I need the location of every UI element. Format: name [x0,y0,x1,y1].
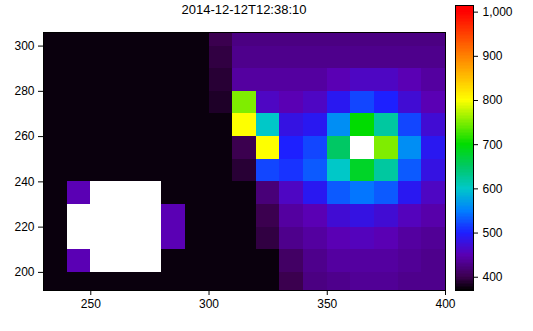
svg-text:250: 250 [81,297,101,311]
svg-text:260: 260 [14,129,34,143]
svg-text:1,000: 1,000 [483,5,513,19]
svg-text:800: 800 [483,93,503,107]
svg-text:350: 350 [317,297,337,311]
svg-text:400: 400 [483,270,503,284]
svg-text:900: 900 [483,49,503,63]
svg-text:280: 280 [14,84,34,98]
svg-text:500: 500 [483,226,503,240]
svg-text:220: 220 [14,220,34,234]
html-text:2014-12-12T12:38:10: 2014-12-12T12:38:10 [181,2,307,17]
svg-text:300: 300 [199,297,219,311]
svg-text:400: 400 [435,297,455,311]
svg-text:300: 300 [14,39,34,53]
svg-text:240: 240 [14,175,34,189]
svg-text:600: 600 [483,182,503,196]
svg-text:700: 700 [483,138,503,152]
svg-text:200: 200 [14,265,34,279]
